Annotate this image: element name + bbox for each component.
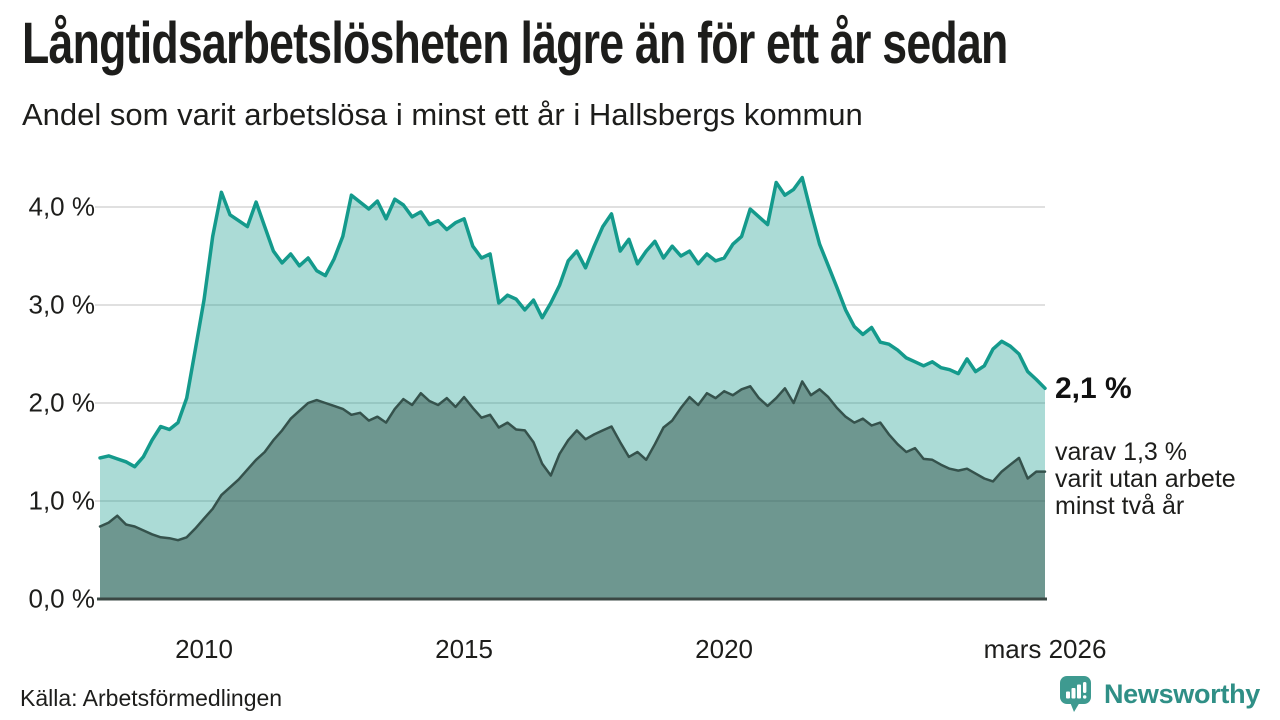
end-sub-annotation: varav 1,3 % varit utan arbete minst två … [1055,439,1236,520]
x-tick-label: 2020 [695,634,754,664]
y-tick-label: 2,0 % [28,387,96,418]
series-min-two-years-area [100,381,1045,599]
end-sub-line-3: minst två år [1055,492,1185,520]
newsworthy-logo: Newsworthy [1059,675,1260,714]
y-tick-label: 3,0 % [28,289,96,320]
source-note: Källa: Arbetsförmedlingen [20,685,283,711]
end-sub-line-2: varit utan arbete [1055,465,1236,493]
page-subtitle: Andel som varit arbetslösa i minst ett å… [22,97,863,132]
series-min-one-year-line [98,175,1047,469]
newsworthy-icon [1059,676,1091,712]
x-tick-label: 2010 [175,634,233,664]
y-tick-label: 0,0 % [28,583,96,614]
newsworthy-wordmark: Newsworthy [1103,679,1260,709]
end-value-label: 2,1 % [1055,372,1132,405]
x-tick-label: mars 2026 [983,634,1107,664]
page-title: Långtidsarbetslösheten lägre än för ett … [22,11,1008,76]
series-min-two-years-line [98,380,1047,542]
y-tick-label: 1,0 % [28,485,96,516]
end-sub-line-1: varav 1,3 % [1055,438,1188,466]
series-min-one-year-area [100,177,1045,599]
y-tick-label: 4,0 % [28,191,96,222]
x-tick-label: 2015 [435,634,493,664]
